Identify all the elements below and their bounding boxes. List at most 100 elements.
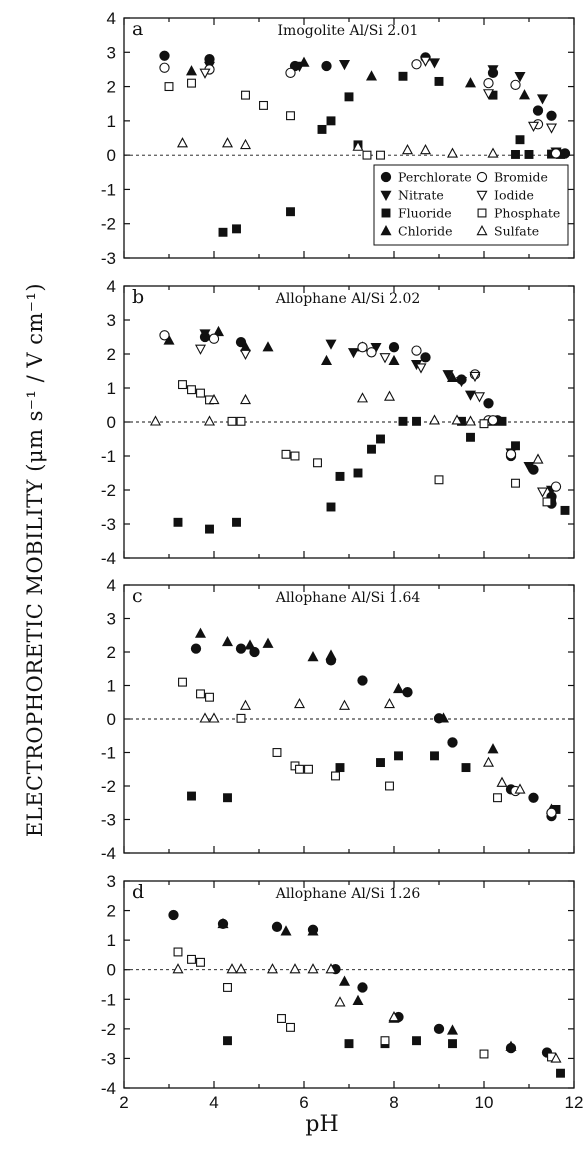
y-tick-label: 2 bbox=[107, 345, 116, 364]
data-point bbox=[446, 1024, 459, 1035]
series-sulfate bbox=[176, 137, 499, 158]
legend-marker bbox=[476, 190, 488, 201]
panel-b: -4 -3 -2 -1 0 1 2 3 4 b Allophane Al/Si 2.02 bbox=[101, 277, 575, 568]
data-point bbox=[464, 415, 477, 426]
data-point bbox=[487, 743, 499, 754]
data-point bbox=[383, 390, 396, 401]
data-point bbox=[159, 330, 170, 341]
data-point bbox=[293, 697, 306, 709]
data-point bbox=[357, 342, 368, 353]
data-point bbox=[366, 347, 377, 358]
y-tick-label: 1 bbox=[107, 931, 116, 950]
data-point bbox=[560, 505, 570, 515]
data-point bbox=[479, 1049, 489, 1059]
data-point bbox=[249, 646, 260, 658]
legend-marker bbox=[380, 190, 392, 201]
legend-marker bbox=[477, 208, 487, 218]
y-tick-label: -4 bbox=[101, 549, 116, 568]
data-point bbox=[367, 444, 376, 454]
legend-label: Phosphate bbox=[494, 206, 560, 221]
x-tick-label: 4 bbox=[209, 1093, 218, 1112]
data-point bbox=[487, 147, 499, 158]
data-point bbox=[199, 68, 211, 79]
series-chloride bbox=[217, 917, 517, 1051]
y-tick-label: -1 bbox=[101, 180, 116, 199]
y-tick-label: -1 bbox=[101, 744, 116, 763]
data-point bbox=[335, 763, 345, 773]
data-point bbox=[187, 385, 196, 395]
data-point bbox=[419, 56, 432, 67]
data-point bbox=[546, 807, 557, 818]
y-tick-label: -1 bbox=[101, 447, 116, 466]
data-point bbox=[277, 1014, 286, 1023]
y-tick-label: -3 bbox=[101, 249, 116, 268]
data-point bbox=[208, 712, 220, 723]
panel-title: Imogolite Al/Si 2.01 bbox=[278, 23, 419, 39]
legend-box bbox=[373, 164, 569, 246]
data-point bbox=[487, 65, 499, 76]
data-point bbox=[469, 371, 481, 383]
data-point bbox=[190, 643, 202, 654]
data-point bbox=[527, 121, 540, 132]
data-point bbox=[235, 643, 247, 654]
series-nitrate bbox=[203, 58, 562, 158]
data-point bbox=[321, 60, 332, 72]
data-point bbox=[325, 963, 337, 974]
data-point bbox=[236, 416, 246, 426]
data-point bbox=[523, 461, 535, 473]
series-bromide bbox=[159, 330, 562, 492]
data-point bbox=[286, 1022, 295, 1032]
data-point bbox=[482, 89, 495, 100]
data-point bbox=[317, 124, 327, 134]
data-point bbox=[159, 50, 170, 61]
data-point bbox=[313, 458, 322, 468]
data-point bbox=[447, 737, 458, 748]
data-point bbox=[326, 502, 336, 512]
data-point bbox=[347, 348, 360, 359]
data-point bbox=[262, 341, 274, 352]
data-point bbox=[304, 764, 313, 774]
data-point bbox=[394, 751, 403, 761]
data-point bbox=[285, 67, 296, 79]
data-point bbox=[448, 1039, 457, 1049]
legend-label: Sulfate bbox=[494, 224, 539, 239]
y-tick-label: -1 bbox=[101, 990, 116, 1009]
data-point bbox=[320, 354, 333, 366]
data-point bbox=[199, 329, 211, 340]
y-tick-label: -2 bbox=[101, 481, 116, 500]
data-point bbox=[221, 137, 234, 148]
y-tick-label: -2 bbox=[101, 215, 116, 234]
legend-marker bbox=[476, 171, 488, 183]
data-point bbox=[473, 392, 486, 403]
y-tick-label: 2 bbox=[107, 78, 116, 97]
data-point bbox=[385, 781, 394, 791]
data-point bbox=[464, 390, 477, 401]
data-point bbox=[226, 963, 238, 974]
data-point bbox=[536, 94, 549, 105]
x-tick-label: 6 bbox=[299, 1093, 308, 1112]
data-point bbox=[420, 352, 431, 363]
legend-marker bbox=[476, 225, 488, 236]
legend-label: Iodide bbox=[494, 188, 534, 203]
data-point bbox=[223, 982, 232, 992]
data-point bbox=[434, 475, 444, 485]
data-point bbox=[353, 468, 363, 478]
legend-label: Chloride bbox=[398, 224, 453, 239]
series-sulfate bbox=[199, 697, 526, 794]
legend: Perchlorate Nitrate Fluoride Chloride Bromid… bbox=[373, 164, 569, 246]
data-point bbox=[236, 713, 246, 723]
data-point bbox=[464, 77, 477, 88]
x-axis-title: pH bbox=[305, 1112, 339, 1137]
data-point bbox=[430, 751, 439, 761]
data-point bbox=[281, 449, 291, 459]
data-point bbox=[376, 434, 385, 444]
data-point bbox=[159, 62, 170, 73]
data-point bbox=[239, 393, 252, 405]
data-point bbox=[196, 957, 205, 967]
y-tick-label: -2 bbox=[101, 777, 116, 796]
data-point bbox=[380, 1036, 390, 1046]
data-point bbox=[212, 325, 225, 337]
data-point bbox=[290, 451, 300, 461]
x-tick-label: 10 bbox=[475, 1093, 494, 1112]
data-point bbox=[187, 791, 196, 801]
